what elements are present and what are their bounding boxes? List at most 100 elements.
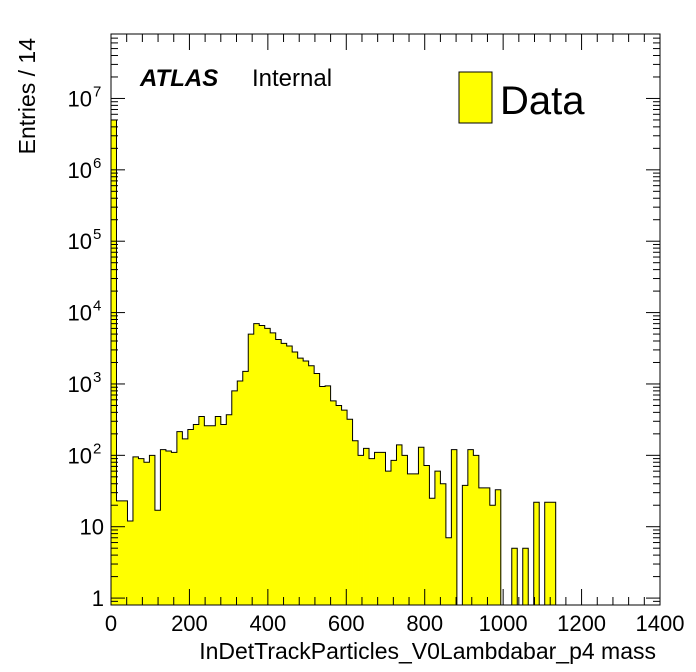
x-tick-label: 600 xyxy=(328,611,365,636)
legend-entry: Data xyxy=(500,79,585,123)
histogram-bar xyxy=(242,371,249,605)
histogram-bar xyxy=(473,455,480,605)
x-tick-label: 1000 xyxy=(479,611,528,636)
histogram-bar xyxy=(358,455,364,605)
histogram-bar xyxy=(467,449,474,605)
x-tick-label: 0 xyxy=(105,611,117,636)
histogram-bar xyxy=(363,448,370,605)
histogram-bar xyxy=(292,352,299,605)
plot-frame xyxy=(110,33,661,606)
histogram-bar xyxy=(390,460,397,605)
histogram-bar xyxy=(347,419,353,605)
histogram-bar xyxy=(336,405,342,605)
histogram-bar xyxy=(412,473,419,605)
y-tick-exponent: 2 xyxy=(93,440,101,457)
histogram-bar xyxy=(369,458,375,605)
histogram-bar xyxy=(374,452,381,605)
histogram-bar xyxy=(401,455,408,605)
x-tick-label: 1200 xyxy=(557,611,606,636)
x-tick-label: 200 xyxy=(171,611,208,636)
histogram-bar xyxy=(270,332,277,605)
atlas-label: ATLAS xyxy=(139,65,218,92)
y-tick-exponent: 7 xyxy=(93,83,101,100)
histogram-bar xyxy=(226,414,233,605)
histogram-bar xyxy=(341,410,348,605)
histogram-bar xyxy=(187,429,194,605)
histogram-bar xyxy=(423,465,430,605)
histogram-bar xyxy=(445,537,452,605)
histogram-outline xyxy=(110,119,557,606)
histogram-bar xyxy=(434,471,441,605)
histogram-bar xyxy=(462,485,469,605)
y-tick-label: 10 xyxy=(68,158,92,183)
histogram-bar xyxy=(352,440,359,605)
histogram-bar xyxy=(132,456,139,605)
y-tick-label: 1 xyxy=(92,586,104,611)
y-tick-label: 10 xyxy=(68,229,92,254)
y-tick-label: 10 xyxy=(68,372,92,397)
histogram-bar xyxy=(533,502,540,605)
histogram-bar xyxy=(198,416,205,605)
histogram-bar xyxy=(171,452,178,605)
histogram-bar xyxy=(407,473,414,605)
histogram-bar xyxy=(478,487,485,605)
histogram-bar xyxy=(220,424,227,605)
histogram-bar xyxy=(143,462,150,605)
y-tick-label: 10 xyxy=(80,515,104,540)
histogram-bar xyxy=(215,416,222,605)
histogram-bar xyxy=(165,451,172,605)
histogram-bar xyxy=(440,483,447,605)
histogram-bar xyxy=(511,548,518,605)
histogram-bar xyxy=(138,458,145,605)
y-tick-exponent: 5 xyxy=(93,226,101,243)
histogram-bar xyxy=(325,385,331,605)
histogram-bar xyxy=(418,447,425,605)
histogram-bar xyxy=(127,521,134,605)
histogram-bars xyxy=(111,119,557,606)
histogram-bar xyxy=(154,510,161,605)
histogram-bar xyxy=(544,502,551,605)
x-tick-label: 1400 xyxy=(636,611,685,636)
x-tick-label: 400 xyxy=(249,611,286,636)
histogram-bar xyxy=(253,323,260,605)
axis-ticks xyxy=(110,33,661,606)
x-tick-labels: 0 200 400 600 800 1000 1200 1400 xyxy=(105,611,685,636)
histogram-bar xyxy=(264,328,271,605)
histogram-bar xyxy=(275,339,282,605)
histogram-bar xyxy=(209,425,216,605)
y-axis-title: Entries / 14 xyxy=(14,38,40,155)
histogram-bar xyxy=(451,449,458,605)
y-tick-exponent: 4 xyxy=(93,298,101,315)
histogram-bar xyxy=(495,489,502,605)
histogram-bar xyxy=(286,346,293,605)
histogram-bar xyxy=(231,390,238,606)
histogram-bar xyxy=(204,425,211,605)
y-tick-label: 10 xyxy=(68,301,92,326)
histogram-bar xyxy=(429,498,436,605)
internal-label: Internal xyxy=(252,65,332,92)
histogram-bar xyxy=(330,400,337,605)
histogram-bar xyxy=(396,444,403,605)
x-axis-title: InDetTrackParticles_V0Lambdabar_p4 mass xyxy=(199,638,656,664)
histogram-bar xyxy=(522,548,529,605)
histogram-bar xyxy=(149,455,156,605)
y-tick-label: 10 xyxy=(68,443,92,468)
histogram-bar xyxy=(385,471,392,605)
histogram-bar xyxy=(193,424,200,605)
histogram-bar xyxy=(484,487,491,605)
histogram-bar xyxy=(380,452,386,605)
histogram-bar xyxy=(308,365,315,605)
histogram-bar xyxy=(182,438,189,605)
histogram-bar xyxy=(314,373,321,605)
histogram-bar xyxy=(121,500,128,605)
histogram-bar xyxy=(489,505,496,605)
legend-swatch xyxy=(458,71,493,124)
histogram-bar xyxy=(319,386,326,605)
histogram-bar xyxy=(176,431,183,605)
histogram-bar xyxy=(116,500,123,605)
y-tick-exponent: 6 xyxy=(93,155,101,172)
histogram-bar xyxy=(237,381,244,605)
histogram-bar xyxy=(297,358,304,605)
